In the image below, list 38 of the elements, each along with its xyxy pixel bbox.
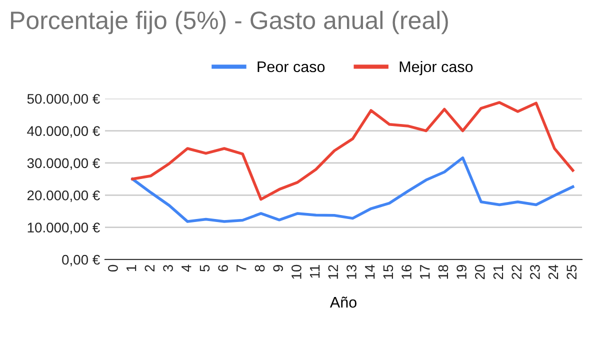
x-tick-label: 10: [292, 264, 302, 279]
x-tick-label: 24: [548, 264, 558, 280]
chart-title: Porcentaje fijo (5%) - Gasto anual (real): [11, 10, 448, 34]
x-tick-label: 3: [163, 264, 173, 272]
y-tick-label: 50.000,00 €: [27, 94, 100, 106]
x-tick-label: 9: [273, 265, 284, 272]
legend-label: Peor caso: [258, 62, 325, 72]
x-tick-label: 0: [108, 264, 118, 272]
x-tick-label: 13: [346, 264, 356, 279]
x-tick-label: 17: [420, 265, 430, 279]
y-tick-label: 10.000,00 €: [28, 222, 100, 234]
x-axis-title: Año: [330, 296, 356, 308]
line-series: [131, 156, 574, 223]
y-tick-label: 20.000,00 €: [27, 190, 100, 202]
x-tick-label: 8: [254, 264, 265, 272]
x-tick-label: 5: [200, 264, 210, 272]
y-tick-label: 0,00 €: [62, 254, 100, 266]
x-tick-label: 12: [328, 265, 338, 279]
legend-label: Mejor caso: [400, 60, 473, 76]
y-tick-label: 30.000,00 €: [27, 158, 100, 170]
y-tick-label: 40.000,00 €: [27, 126, 100, 138]
x-tick-label: 22: [512, 265, 522, 280]
x-tick-label: 19: [456, 265, 466, 279]
x-tick-label: 16: [402, 264, 412, 279]
x-tick-label: 20: [474, 264, 485, 280]
x-tick-label: 23: [530, 264, 540, 280]
x-tick-label: 25: [566, 264, 577, 280]
x-tick-label: 6: [218, 264, 228, 272]
x-tick-label: 21: [493, 265, 504, 280]
x-tick-label: 2: [144, 265, 154, 272]
x-tick-label: 11: [310, 265, 320, 278]
x-tick-label: 15: [383, 264, 394, 279]
x-tick-label: 18: [438, 264, 448, 279]
x-tick-label: 4: [182, 264, 192, 272]
line-series: [131, 101, 574, 201]
x-tick-label: 1: [126, 265, 136, 272]
x-tick-label: 7: [236, 265, 246, 272]
x-tick-label: 14: [365, 264, 375, 279]
